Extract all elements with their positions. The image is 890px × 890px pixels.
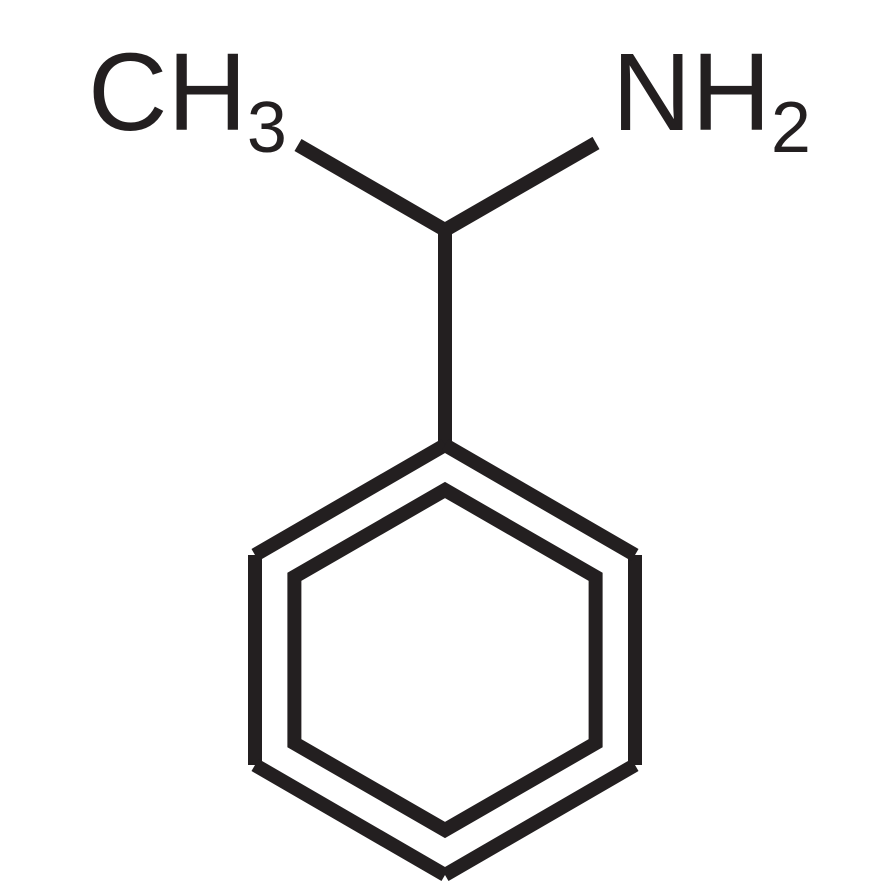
nh2-main: NH xyxy=(612,31,771,154)
ch3-main: CH xyxy=(88,31,247,154)
nh2-subscript: 2 xyxy=(771,88,811,168)
ch3-subscript: 3 xyxy=(247,88,287,168)
molecule-diagram: CH3 NH2 xyxy=(0,0,890,890)
bond xyxy=(445,143,596,230)
nh2-label: NH2 xyxy=(612,31,811,168)
ch3-label: CH3 xyxy=(88,31,287,168)
inner-bond-group xyxy=(294,490,595,830)
atom-label-group: CH3 NH2 xyxy=(88,31,811,168)
bond-group xyxy=(255,143,635,875)
bond xyxy=(298,145,445,230)
aromatic-inner-ring xyxy=(294,490,595,830)
